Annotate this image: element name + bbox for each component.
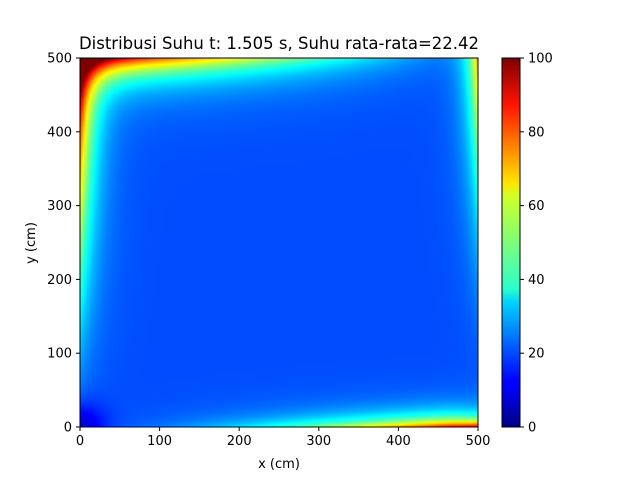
x-tick-label: 200 [227, 434, 252, 449]
x-axis: 0 100 200 300 400 500 [76, 427, 491, 449]
colorbar-tick-label: 60 [528, 199, 545, 214]
colorbar-tick-label: 80 [528, 125, 545, 140]
heatmap-image [80, 58, 478, 427]
x-tick-label: 0 [76, 434, 84, 449]
colorbar-tick-label: 20 [528, 347, 545, 362]
colorbar-axis: 0 20 40 60 80 100 [520, 52, 553, 436]
colorbar-tick-label: 40 [528, 273, 545, 288]
colorbar [501, 57, 521, 428]
x-tick-label: 400 [386, 434, 411, 449]
chart-title: Distribusi Suhu t: 1.505 s, Suhu rata-ra… [79, 34, 479, 53]
x-tick-label: 500 [466, 434, 491, 449]
y-tick-label: 0 [64, 421, 72, 436]
x-tick-label: 300 [306, 434, 331, 449]
y-axis: 0 100 200 300 400 500 [47, 52, 80, 436]
colorbar-tick-label: 100 [528, 52, 553, 67]
y-tick-label: 200 [47, 273, 72, 288]
colorbar-tick-label: 0 [528, 421, 536, 436]
plot-frame [79, 57, 479, 428]
x-tick-label: 100 [147, 434, 172, 449]
y-axis-label: y (cm) [24, 222, 39, 264]
y-tick-label: 500 [47, 52, 72, 67]
x-axis-label: x (cm) [258, 457, 300, 472]
y-tick-label: 400 [47, 125, 72, 140]
y-tick-label: 100 [47, 347, 72, 362]
y-tick-label: 300 [47, 199, 72, 214]
